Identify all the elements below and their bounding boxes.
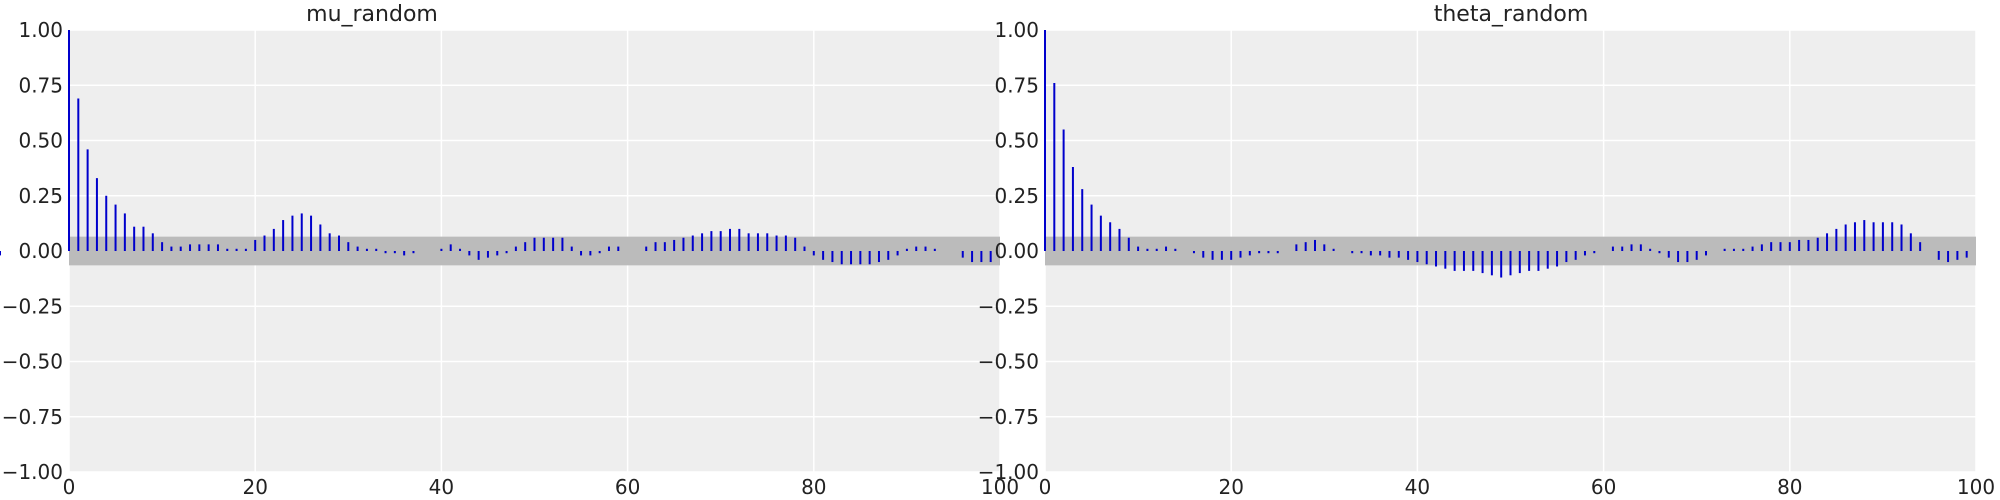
x-tick-label: 80 [1777,475,1802,499]
x-tick-label: 40 [429,475,454,499]
x-tick-label: 0 [63,475,76,499]
x-tick-label: 80 [801,475,826,499]
x-tick-label: 20 [242,475,267,499]
x-tick-label: 100 [981,475,1019,499]
y-tick-label: 0.00 [994,239,1039,263]
y-tick-label: −0.75 [978,405,1039,429]
x-tick-label: 20 [1218,475,1243,499]
chart-panel-mu-random: mu_random 1.00 0.75 0.50 0.25 0.00 −0.25 −0.50… [2,2,1019,499]
y-tick-label: −1.00 [978,460,1039,484]
y-tick-label: 1.00 [18,18,63,42]
chart-title: mu_random [306,2,438,27]
y-tick-label: 0.50 [994,129,1039,153]
y-tick-label: 0.50 [18,129,63,153]
x-tick-label: 40 [1405,475,1430,499]
chart-title: theta_random [1434,2,1589,27]
x-tick-label: 0 [1039,475,1052,499]
y-tick-label: 0.00 [18,239,63,263]
y-tick-label: 0.25 [18,184,63,208]
y-tick-label: 0.75 [18,73,63,97]
y-tick-label: 0.75 [994,73,1039,97]
y-tick-label: −0.75 [2,405,63,429]
y-tick-label: −0.50 [2,350,63,374]
y-tick-label: −0.25 [2,294,63,318]
x-tick-label: 100 [1957,475,1995,499]
y-tick-label: 1.00 [994,18,1039,42]
y-tick-label: 0.25 [994,184,1039,208]
x-tick-label: 60 [615,475,640,499]
x-tick-label: 60 [1591,475,1616,499]
y-tick-label: −0.25 [978,294,1039,318]
y-tick-label: −0.50 [978,350,1039,374]
y-tick-label: −1.00 [2,460,63,484]
